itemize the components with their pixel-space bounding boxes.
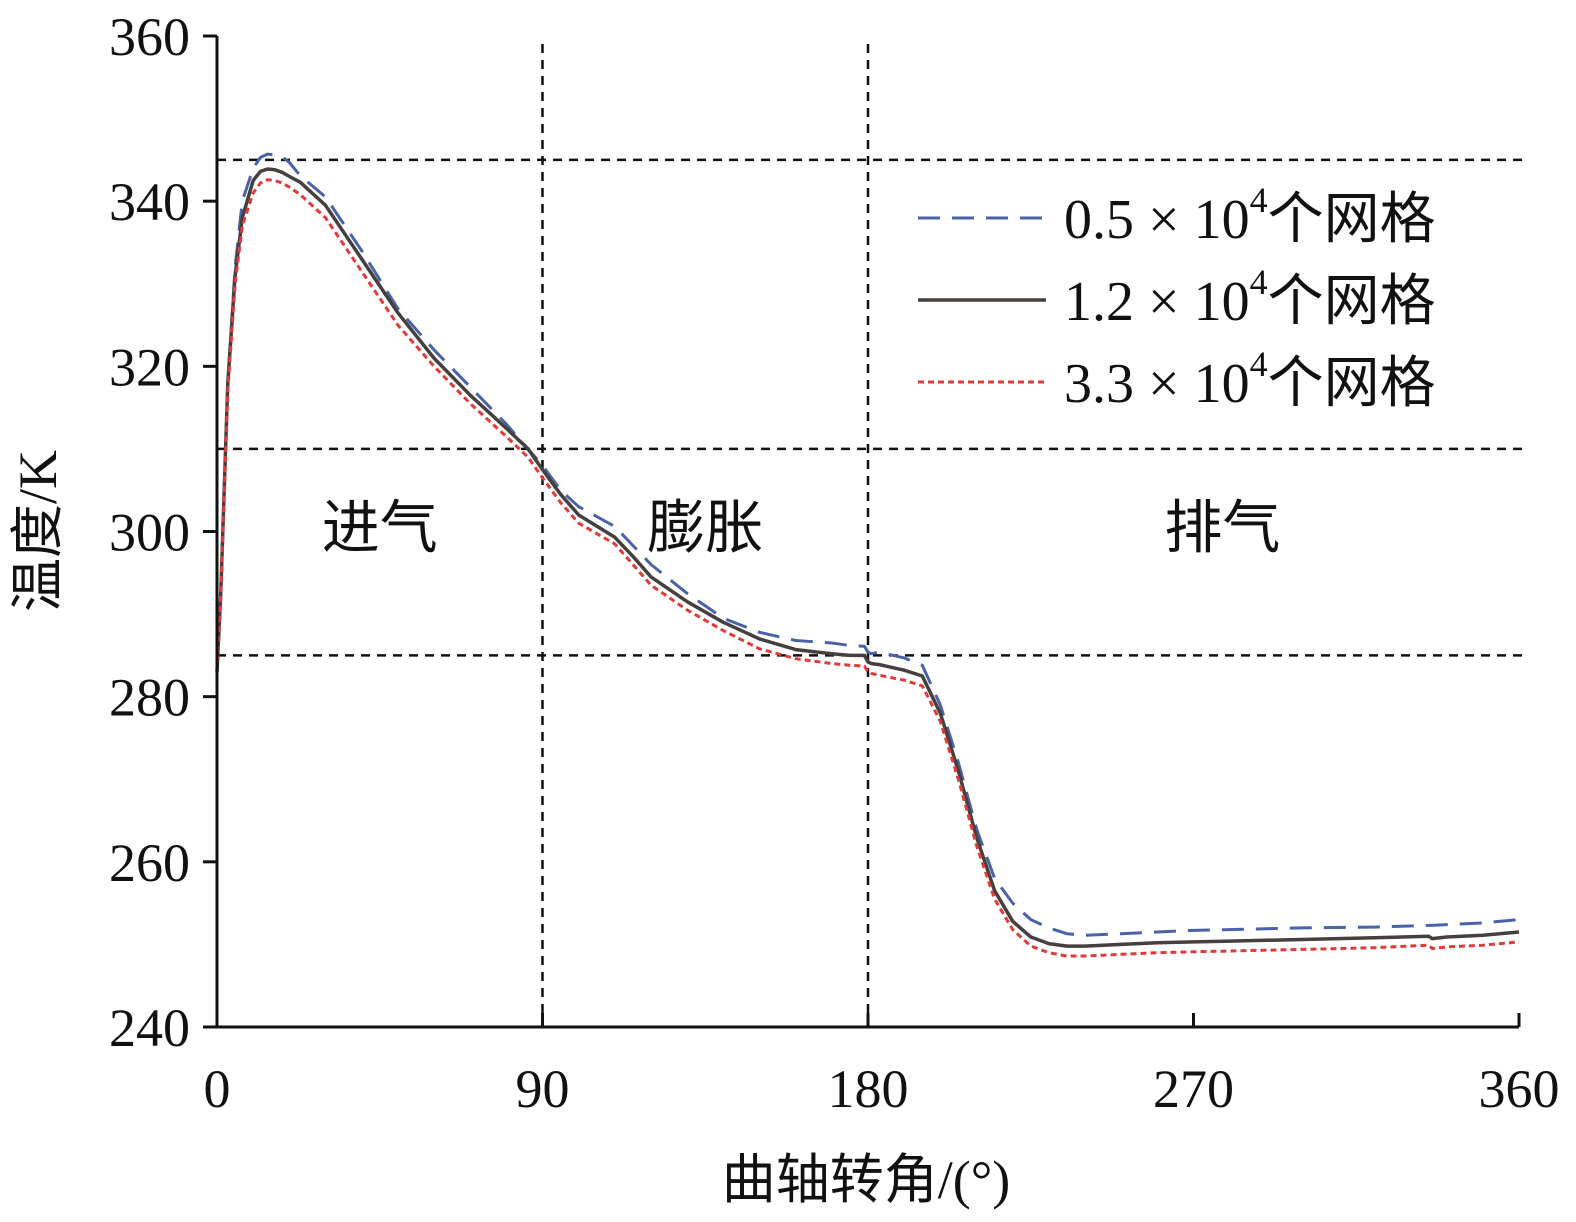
legend-label-1: 0.5 × 104个网格 xyxy=(1064,180,1436,251)
y-tick-label: 260 xyxy=(109,833,190,893)
x-tick-label: 270 xyxy=(1153,1059,1234,1119)
ticks: 240 260 280 300 320 340 360 0 90 180 270 360 xyxy=(109,7,1560,1119)
x-tick-label: 360 xyxy=(1479,1059,1560,1119)
y-tick-label: 320 xyxy=(109,337,190,397)
series-line-1 xyxy=(215,152,1520,937)
x-tick-label: 180 xyxy=(828,1059,909,1119)
x-tick-label: 90 xyxy=(516,1059,570,1119)
y-tick-label: 280 xyxy=(109,668,190,728)
y-tick-label: 360 xyxy=(109,7,190,67)
x-axis-title: 曲轴转角/(°) xyxy=(722,1150,1011,1210)
y-tick-label: 240 xyxy=(109,998,190,1058)
legend: 0.5 × 104个网格 1.2 × 104个网格 3.3 × 104个网格 xyxy=(918,180,1436,415)
series-line-3 xyxy=(215,178,1520,958)
y-tick-label: 340 xyxy=(109,172,190,232)
y-tick-label: 300 xyxy=(109,503,190,563)
legend-label-2: 1.2 × 104个网格 xyxy=(1064,262,1436,333)
y-axis-title: 温度/K xyxy=(8,450,68,612)
reference-lines xyxy=(217,44,1529,1027)
region-label: 进气 xyxy=(322,496,438,561)
series-lines xyxy=(215,152,1520,958)
region-labels: 进气 膨胀 排气 xyxy=(322,496,1281,561)
legend-label-3: 3.3 × 104个网格 xyxy=(1064,344,1436,415)
series-line-2 xyxy=(215,167,1520,948)
region-label: 排气 xyxy=(1164,496,1280,561)
x-tick-label: 0 xyxy=(204,1059,231,1119)
region-label: 膨胀 xyxy=(647,496,763,561)
